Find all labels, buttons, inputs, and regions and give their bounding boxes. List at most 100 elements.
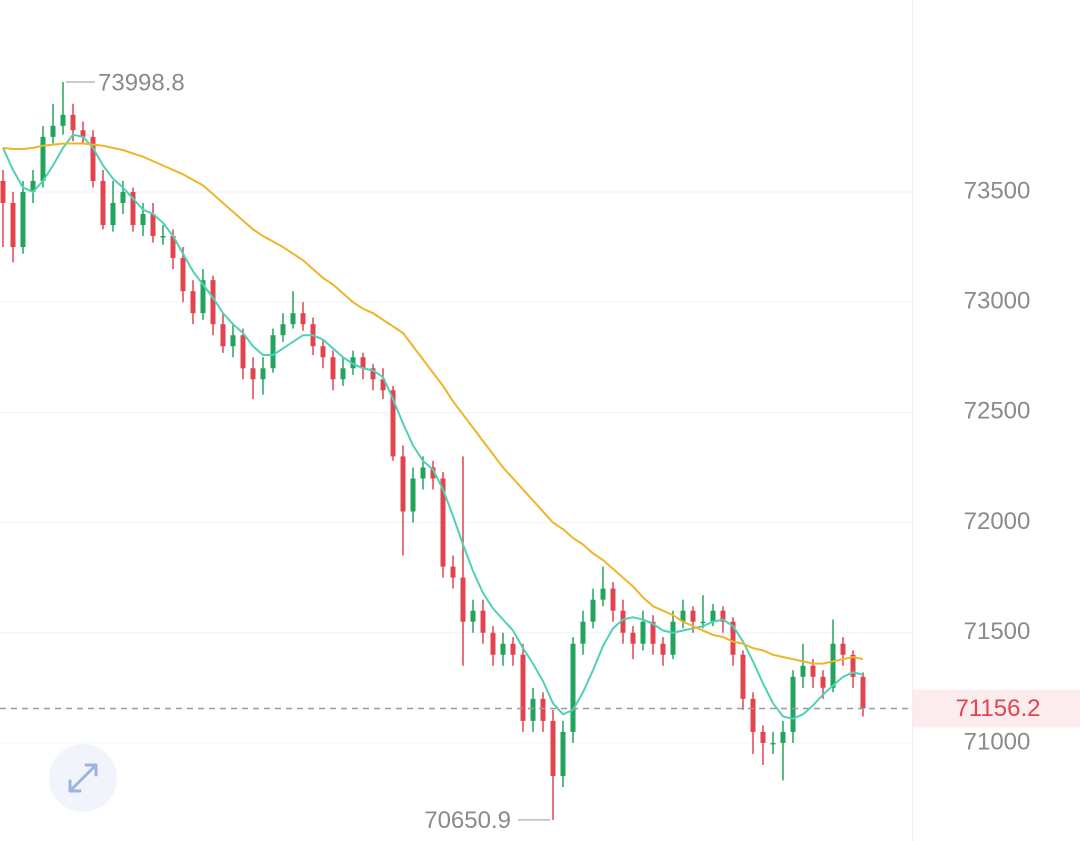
candle-body <box>400 456 406 512</box>
candle-body <box>560 731 566 776</box>
candle-body <box>190 291 196 314</box>
candle-body <box>860 676 866 709</box>
candle-body <box>130 191 136 226</box>
min-label: 70650.9 <box>424 807 511 834</box>
plot-area <box>0 82 866 820</box>
candle-body <box>180 258 186 292</box>
candle-body <box>330 357 336 380</box>
candle-body <box>490 632 496 655</box>
y-tick-label: 71000 <box>964 728 1031 755</box>
candle-body <box>170 236 176 259</box>
candle-body <box>360 357 366 369</box>
candle-body <box>70 114 76 131</box>
candle-body <box>690 610 696 622</box>
candle-body <box>460 577 466 622</box>
candle-body <box>370 368 376 380</box>
candle-body <box>590 599 596 622</box>
candle-body <box>20 191 26 248</box>
candle-body <box>270 335 276 369</box>
candle-body <box>620 610 626 633</box>
candle-body <box>710 610 716 622</box>
candle-body <box>470 610 476 622</box>
candle-body <box>650 621 656 644</box>
candle-body <box>240 335 246 369</box>
candle-body <box>420 467 426 479</box>
candle-body <box>220 324 226 347</box>
candle-body <box>810 665 816 677</box>
candle-body <box>430 467 436 479</box>
last-price-tag <box>913 689 1080 728</box>
candle-body <box>200 280 206 314</box>
candle-body <box>100 180 106 226</box>
candle-body <box>800 665 806 677</box>
candle-body <box>300 313 306 325</box>
candle-body <box>700 621 706 624</box>
candle-body <box>640 621 646 644</box>
candle-body <box>110 202 116 226</box>
candle-body <box>680 610 686 622</box>
candle-body <box>380 379 386 391</box>
moving-average-line <box>2 133 864 720</box>
candle-body <box>340 368 346 380</box>
candle-body <box>760 731 766 743</box>
candle-body <box>540 698 546 721</box>
candle-body <box>290 313 296 325</box>
candle-body <box>160 236 166 238</box>
moving-average-line <box>2 142 864 665</box>
candle-body <box>600 588 606 600</box>
candle-body <box>50 125 56 137</box>
candle-body <box>780 731 786 743</box>
candle-body <box>770 742 776 745</box>
candle-body <box>230 335 236 347</box>
candle-body <box>850 654 856 677</box>
candle-body <box>580 621 586 644</box>
candle-body <box>410 478 416 512</box>
candle-body <box>210 280 216 325</box>
candle-body <box>500 643 506 655</box>
candle-body <box>750 698 756 732</box>
y-tick-label: 72500 <box>964 398 1031 425</box>
candle-body <box>830 643 836 688</box>
candle-body <box>260 368 266 380</box>
candle-body <box>730 621 736 655</box>
candle-body <box>250 368 256 380</box>
candle-body <box>80 130 86 137</box>
candle-body <box>280 324 286 336</box>
candle-body <box>450 566 456 578</box>
candle-body <box>670 621 676 655</box>
candle-body <box>40 136 46 181</box>
y-tick-label: 73000 <box>964 287 1031 314</box>
candle-body <box>440 478 446 567</box>
candle-body <box>480 610 486 633</box>
expand-icon[interactable] <box>68 763 98 793</box>
candle-body <box>520 654 526 721</box>
candle-body <box>820 676 826 688</box>
candle-body <box>150 213 156 237</box>
y-tick-label: 71500 <box>964 618 1031 645</box>
candle-body <box>570 643 576 732</box>
candle-body <box>510 643 516 655</box>
candle-body <box>610 588 616 611</box>
candle-body <box>550 720 556 776</box>
candle-body <box>390 390 396 457</box>
y-tick-label: 73500 <box>964 177 1031 204</box>
candle-body <box>720 610 726 622</box>
candle-body <box>790 676 796 732</box>
candle-body <box>10 202 16 248</box>
candle-body <box>740 654 746 699</box>
candle-body <box>530 698 536 721</box>
candle-body <box>120 191 126 203</box>
candle-body <box>660 643 666 655</box>
candle-body <box>30 180 36 192</box>
candle-body <box>0 180 6 203</box>
candle-body <box>320 346 326 358</box>
y-tick-label: 72000 <box>964 508 1031 535</box>
candle-body <box>840 643 846 655</box>
expand-button[interactable] <box>49 744 117 812</box>
max-label: 73998.8 <box>98 69 185 96</box>
last-price-label: 71156.2 <box>956 695 1041 722</box>
candle-body <box>60 114 66 126</box>
